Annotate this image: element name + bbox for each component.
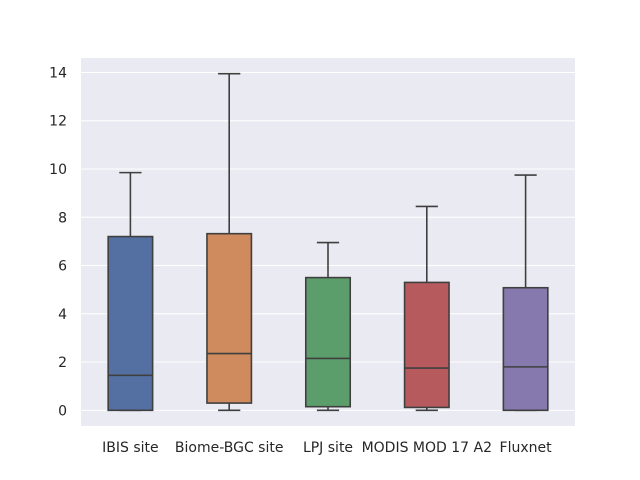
box — [304, 276, 352, 408]
box — [502, 286, 549, 412]
box-group — [502, 174, 549, 412]
x-category-label: MODIS MOD 17 A2 — [362, 440, 492, 456]
box — [403, 281, 450, 409]
boxes — [107, 72, 549, 412]
y-tick-label: 2 — [58, 355, 67, 371]
x-category-labels: IBIS site Biome-BGC site LPJ site MODIS MOD… — [102, 440, 552, 456]
x-category-label: Fluxnet — [500, 440, 553, 456]
box-group — [403, 205, 450, 412]
box-group — [206, 72, 253, 412]
y-tick-label: 6 — [58, 259, 67, 275]
y-tick-label: 12 — [49, 114, 67, 130]
y-tick-label: 0 — [58, 403, 67, 419]
box-group — [304, 241, 352, 412]
y-tick-label: 10 — [49, 162, 67, 178]
box — [206, 232, 253, 404]
y-tick-label: 8 — [58, 210, 67, 226]
box-group — [107, 171, 154, 412]
y-tick-label: 14 — [49, 65, 67, 81]
y-tick-labels: 0 2 4 6 8 10 12 14 — [49, 65, 67, 419]
x-category-label: Biome-BGC site — [175, 440, 284, 456]
y-tick-label: 4 — [58, 307, 67, 323]
x-category-label: IBIS site — [102, 440, 159, 456]
x-category-label: LPJ site — [303, 440, 353, 456]
box — [107, 235, 154, 412]
